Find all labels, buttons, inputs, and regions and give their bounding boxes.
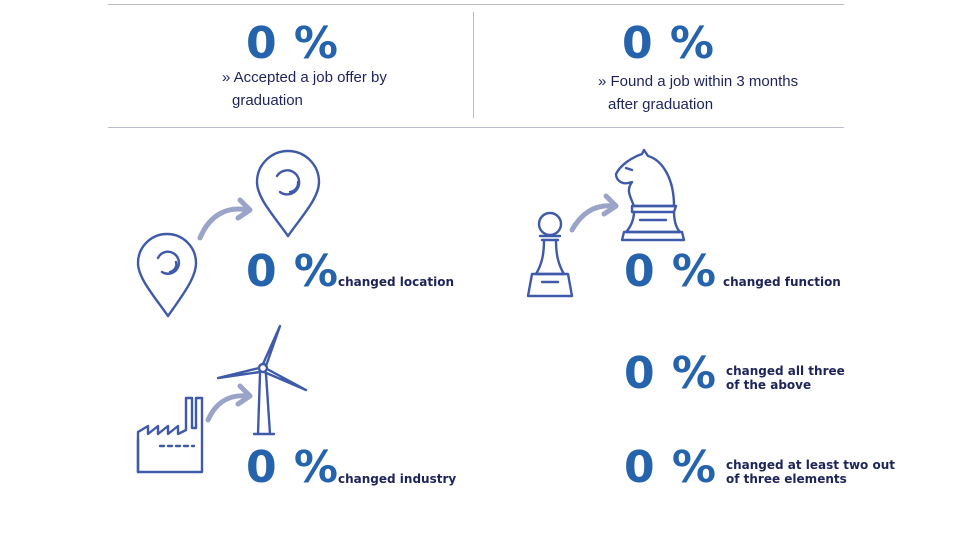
changed-all-three-percent: 0 %: [624, 348, 718, 399]
middle-divider: [108, 127, 844, 128]
changed-location-percent: 0 %: [246, 246, 340, 297]
factory-windturbine-icon: [136, 324, 308, 474]
changed-all-three-line1: changed all three: [726, 364, 845, 378]
changed-two-of-three-line2: of three elements: [726, 472, 847, 486]
found-job-line2: after graduation: [608, 96, 714, 113]
changed-industry-label: changed industry: [338, 472, 457, 486]
accepted-offer-description: » Accepted a job offer by graduation: [222, 66, 387, 112]
accepted-offer-percent: 0 %: [246, 18, 340, 69]
changed-function-percent: 0 %: [624, 246, 718, 297]
changed-two-of-three-line1: changed at least two out: [726, 458, 895, 472]
chess-pawn-knight-icon: [526, 148, 686, 298]
accepted-offer-line1: » Accepted a job offer by: [222, 69, 387, 86]
changed-two-of-three-label: changed at least two out of three elemen…: [726, 458, 895, 486]
location-change-icon: [136, 149, 321, 318]
vertical-divider: [473, 12, 474, 118]
changed-location-label: changed location: [338, 275, 454, 289]
changed-function-label: changed function: [723, 275, 841, 289]
changed-all-three-label: changed all three of the above: [726, 364, 845, 392]
accepted-offer-line2: graduation: [232, 92, 303, 109]
found-job-percent: 0 %: [622, 18, 716, 69]
changed-all-three-line2: of the above: [726, 378, 812, 392]
changed-industry-percent: 0 %: [246, 442, 340, 493]
found-job-description: » Found a job within 3 months after grad…: [598, 70, 798, 116]
changed-two-of-three-percent: 0 %: [624, 442, 718, 493]
top-divider: [108, 4, 844, 5]
found-job-line1: » Found a job within 3 months: [598, 73, 799, 90]
